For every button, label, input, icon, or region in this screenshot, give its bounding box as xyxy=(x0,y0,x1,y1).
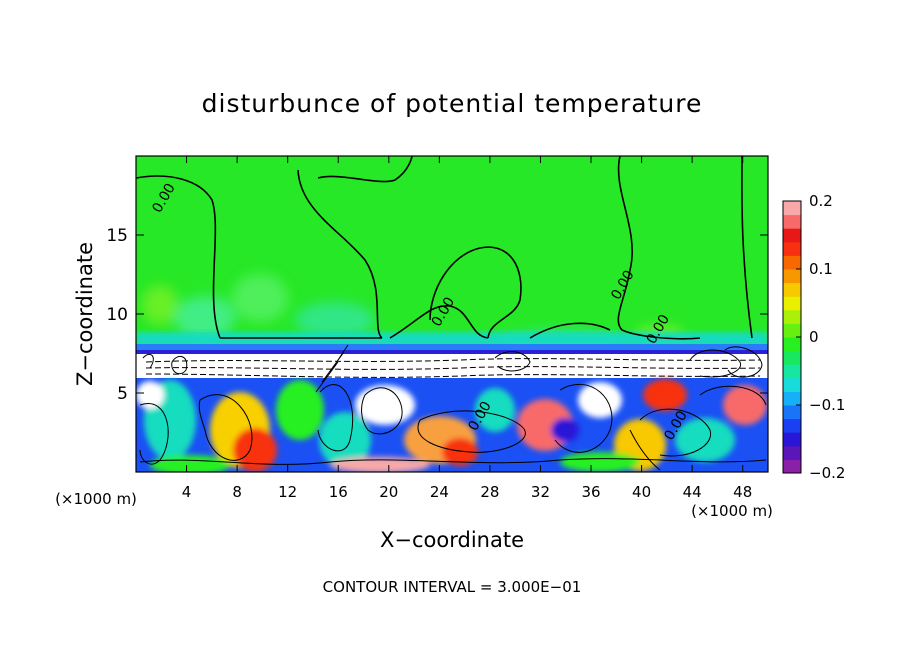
colorbar-swatch xyxy=(783,418,801,433)
x-tick-label: 20 xyxy=(379,483,398,501)
colorbar-swatch xyxy=(783,309,801,324)
y-axis-title: Z−coordinate xyxy=(73,242,97,386)
colorbar-swatch xyxy=(783,405,801,420)
colorbar-tick-label: 0.2 xyxy=(809,192,833,210)
colorbar-swatch xyxy=(783,241,801,256)
y-tick-label: 15 xyxy=(106,226,128,246)
x-tick-label: 4 xyxy=(182,483,192,501)
colorbar-swatch xyxy=(783,214,801,229)
chart-title: disturbunce of potential temperature xyxy=(202,89,703,118)
heatmap-field xyxy=(136,156,768,472)
colorbar-swatch xyxy=(783,255,801,270)
colorbar-swatch xyxy=(783,459,801,474)
x-axis-unit-left: (×1000 m) xyxy=(55,490,137,508)
colorbar-tick-label: −0.1 xyxy=(809,396,845,414)
x-tick-label: 40 xyxy=(632,483,651,501)
colorbar-swatch xyxy=(783,296,801,311)
x-axis-title: X−coordinate xyxy=(380,528,524,552)
colorbar-swatch xyxy=(783,201,801,216)
colorbar-swatch xyxy=(783,350,801,365)
y-tick-label: 5 xyxy=(117,384,128,404)
x-tick-label: 32 xyxy=(531,483,550,501)
colorbar-swatch xyxy=(783,391,801,406)
x-axis: 4 8 12 16 20 24 28 32 36 40 44 48 xyxy=(182,156,752,501)
x-tick-label: 16 xyxy=(329,483,348,501)
colorbar-tick-label: 0 xyxy=(809,328,819,346)
colorbar: 0.2 0.1 0 −0.1 −0.2 xyxy=(782,192,845,482)
contour-interval-note: CONTOUR INTERVAL = 3.000E−01 xyxy=(323,578,582,596)
colorbar-swatch xyxy=(783,282,801,297)
x-tick-label: 36 xyxy=(581,483,600,501)
colorbar-swatch xyxy=(783,364,801,379)
x-tick-label: 24 xyxy=(430,483,449,501)
colorbar-swatch xyxy=(783,269,801,284)
x-tick-label: 12 xyxy=(278,483,297,501)
colorbar-tick-label: 0.1 xyxy=(809,260,833,278)
colorbar-swatch xyxy=(783,323,801,338)
colorbar-swatch xyxy=(783,377,801,392)
x-tick-label: 44 xyxy=(683,483,702,501)
y-axis: 5 10 15 xyxy=(106,226,768,404)
colorbar-swatch xyxy=(783,228,801,243)
y-tick-label: 10 xyxy=(106,305,128,325)
colorbar-swatch xyxy=(783,445,801,460)
x-tick-label: 8 xyxy=(232,483,242,501)
colorbar-swatch xyxy=(783,432,801,447)
x-tick-label: 48 xyxy=(733,483,752,501)
x-axis-unit-right: (×1000 m) xyxy=(691,502,773,520)
colorbar-tick-label: −0.2 xyxy=(809,464,845,482)
x-tick-label: 28 xyxy=(480,483,499,501)
colorbar-swatch xyxy=(783,337,801,352)
